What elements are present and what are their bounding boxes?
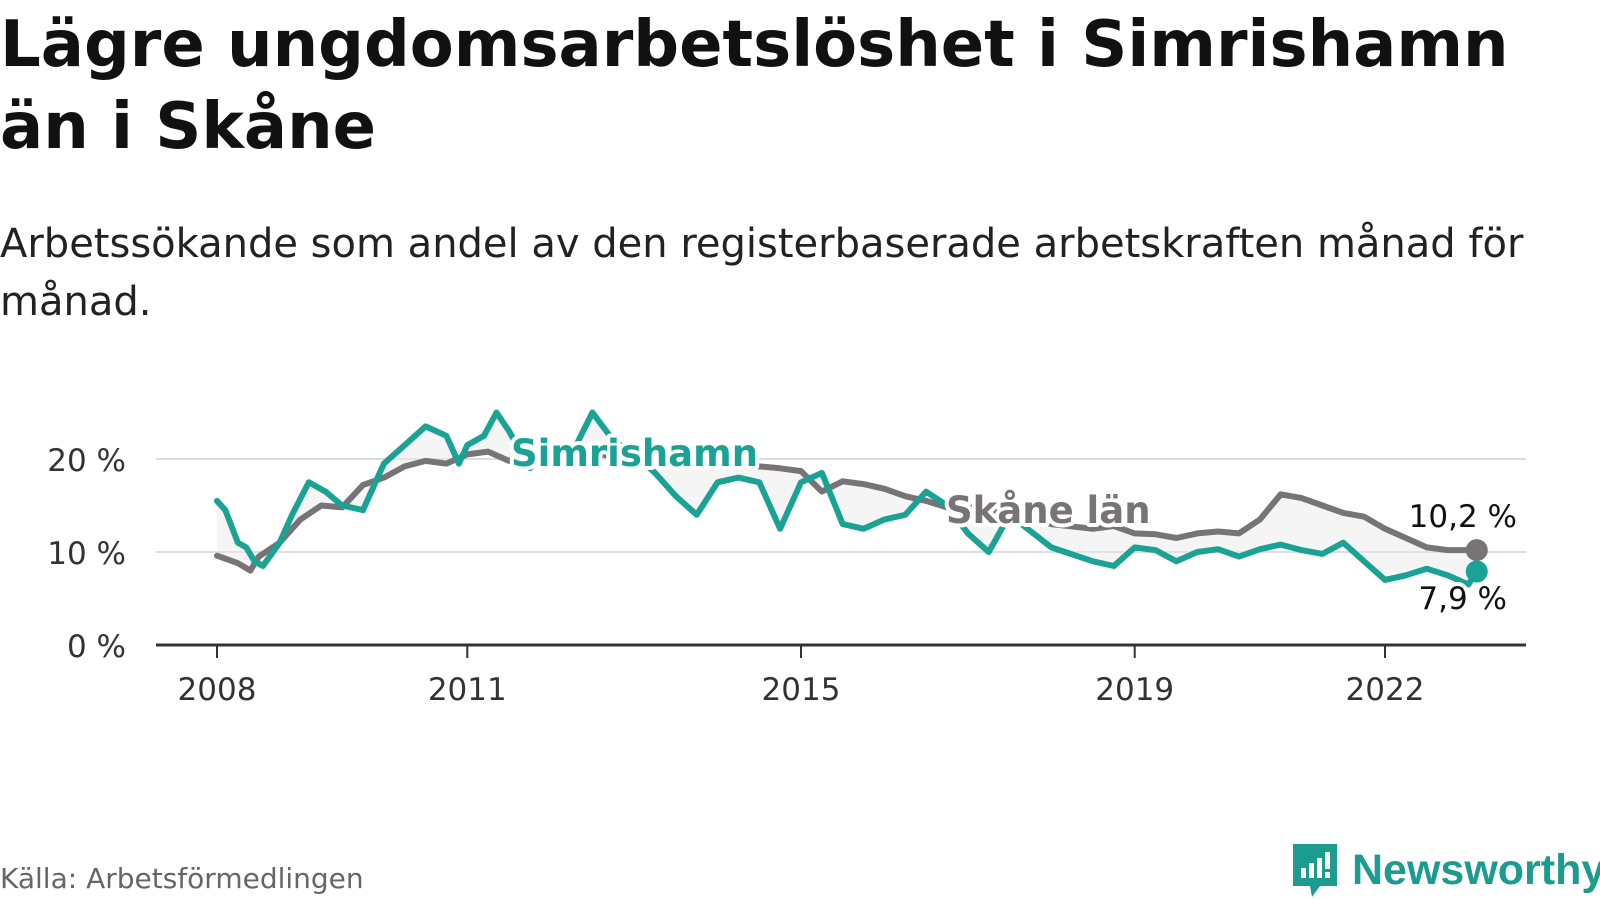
axes: 0 % 10 % 20 % 2008 2011 2015 2019 2022 [47,443,1526,708]
end-label-skane: 10,2 % [1409,499,1517,535]
newsworthy-chart-icon [1293,844,1337,897]
end-point-simrishamn [1465,560,1488,583]
end-point-skane [1465,539,1488,562]
series-labels: Simrishamn Skåne län 10,2 % 7,9 % [507,428,1521,621]
source-note: Källa: Arbetsförmedlingen [0,862,364,895]
series-lines [214,409,1488,588]
y-tick-label: 10 % [47,536,126,572]
x-tick-label: 2022 [1346,672,1425,708]
series-label-simrishamn: Simrishamn [511,432,758,475]
y-tick-label: 20 % [47,443,126,479]
y-tick-label: 0 % [67,629,126,665]
series-label-skane: Skåne län [946,489,1151,532]
chart-subtitle: Arbetssökande som andel av den registerb… [0,221,1524,325]
chart-title: Lägre ungdomsarbetslöshet i Simrishamn ä… [0,8,1509,164]
series-line-simrishamn [214,409,1480,588]
x-tick-label: 2015 [762,672,841,708]
brand-name: Newsworthy [1352,845,1600,894]
brand-logo[interactable]: Newsworthy [1290,842,1600,898]
end-label-simrishamn: 7,9 % [1418,581,1507,617]
x-tick-label: 2019 [1095,672,1174,708]
x-tick-label: 2008 [178,672,257,708]
x-tick-label: 2011 [428,672,507,708]
series-line-skane [214,448,1480,574]
